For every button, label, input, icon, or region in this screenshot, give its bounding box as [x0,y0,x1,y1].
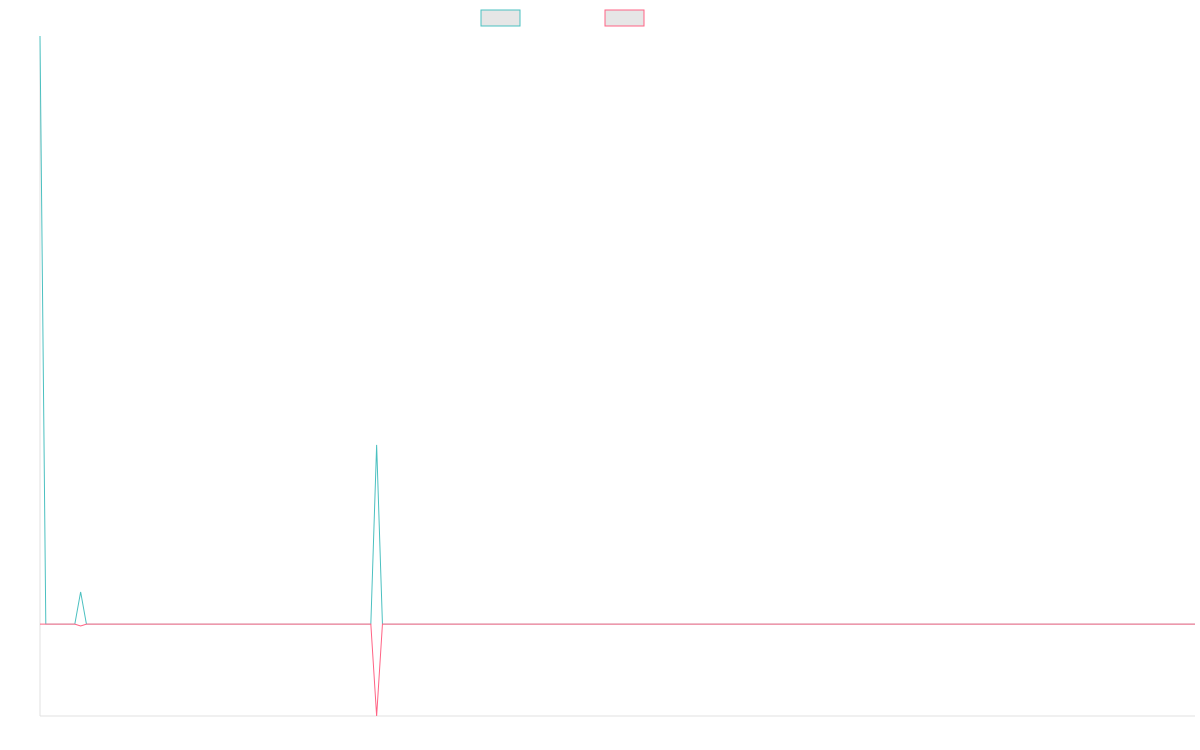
chart-legend[interactable] [480,9,645,27]
series-line-1 [39,35,1195,625]
legend-swatch-1[interactable] [480,9,521,27]
series-layer [39,35,1195,717]
legend-swatch-2[interactable] [604,9,645,27]
chart-axes [39,36,1195,717]
series-line-2 [40,623,1195,717]
